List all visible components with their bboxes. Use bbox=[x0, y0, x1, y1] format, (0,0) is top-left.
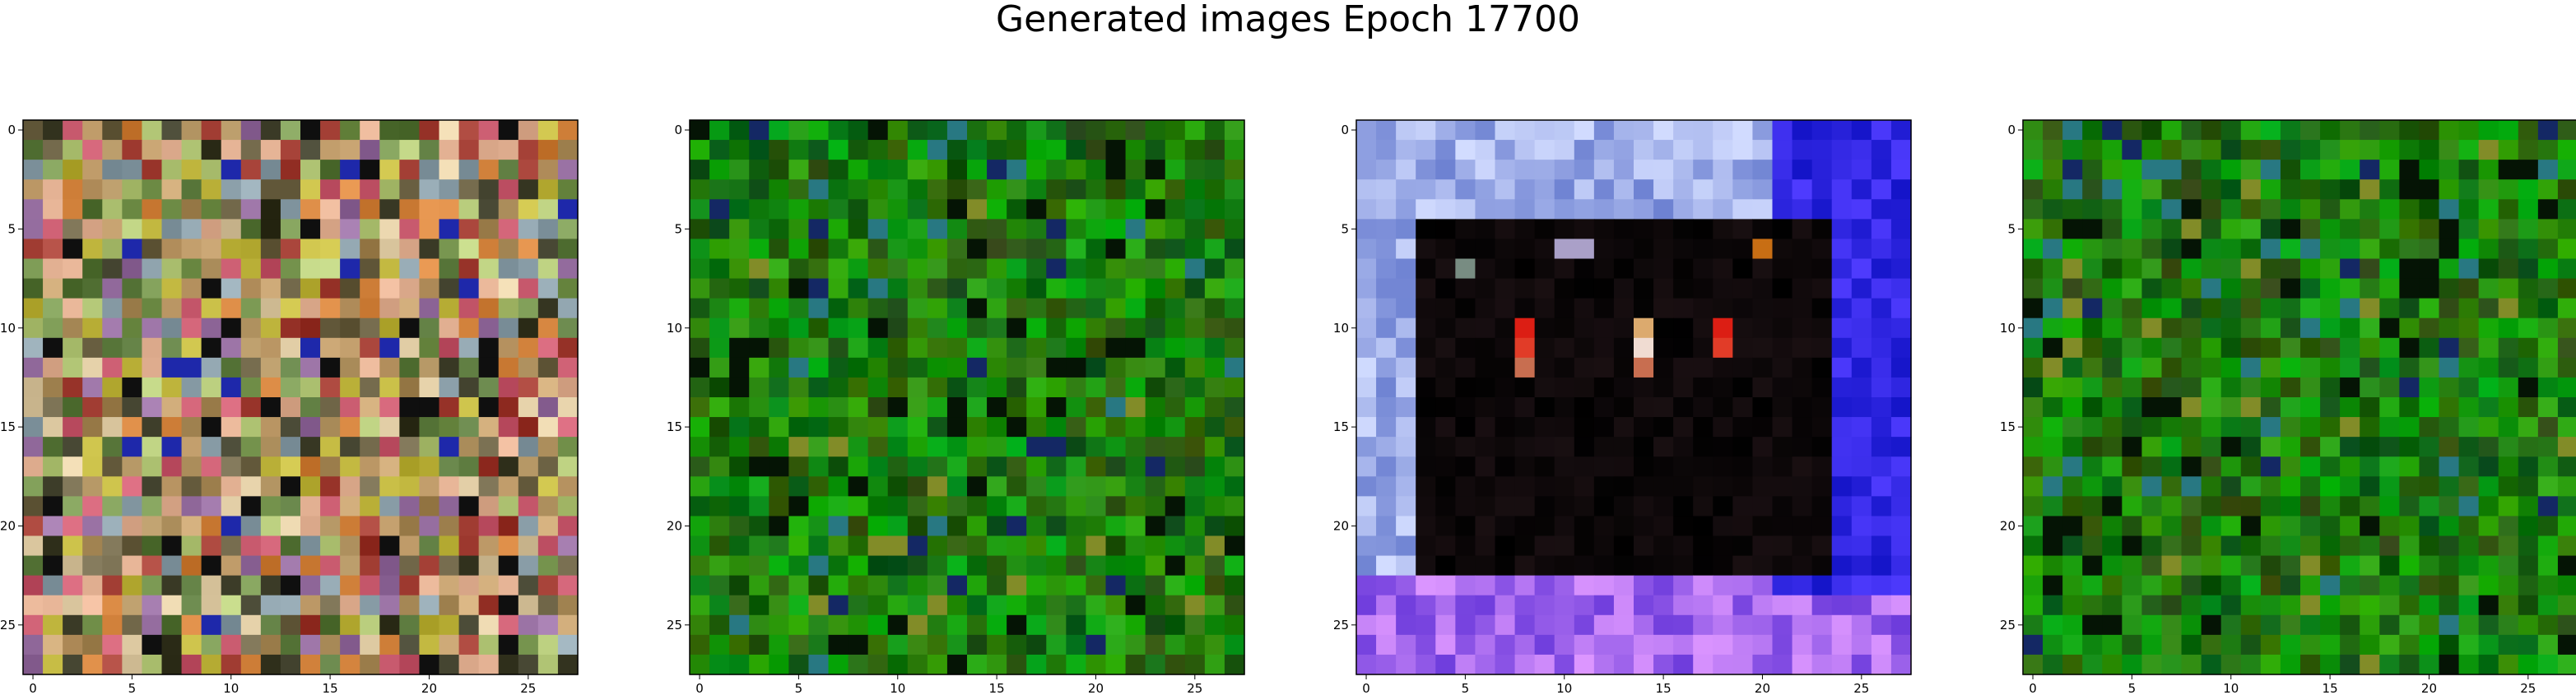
y-tick-label: 0 bbox=[1341, 123, 1349, 137]
y-tick-label: 0 bbox=[7, 123, 16, 137]
x-tick-label: 20 bbox=[1755, 681, 1770, 695]
y-tick-label: 5 bbox=[1341, 221, 1349, 236]
x-tick-label: 5 bbox=[2128, 681, 2137, 695]
y-tick-label: 10 bbox=[1333, 321, 1349, 336]
y-tick-label: 20 bbox=[0, 518, 16, 533]
pixel-grid bbox=[690, 120, 1245, 675]
y-tick-label: 10 bbox=[0, 321, 16, 336]
y-tick-label: 5 bbox=[674, 221, 682, 236]
x-tick-label: 10 bbox=[890, 681, 905, 695]
y-tick-label: 0 bbox=[2007, 123, 2016, 137]
x-tick-label: 10 bbox=[2223, 681, 2239, 695]
y-tick-label: 5 bbox=[7, 221, 16, 236]
y-tick-label: 25 bbox=[667, 618, 682, 632]
x-tick-label: 10 bbox=[223, 681, 239, 695]
x-tick-label: 15 bbox=[989, 681, 1005, 695]
x-tick-label: 25 bbox=[1187, 681, 1202, 695]
pixel-grid bbox=[2023, 120, 2576, 675]
generated-image-4: 0 5 10 15 20 25 0 5 10 15 20 25 bbox=[2000, 119, 2576, 695]
x-tick-label: 0 bbox=[2029, 681, 2037, 695]
x-tick-label: 20 bbox=[1088, 681, 1104, 695]
y-tick-label: 10 bbox=[667, 321, 682, 336]
x-tick-label: 0 bbox=[695, 681, 704, 695]
image-panel-3: 0 5 10 15 20 25 0 5 10 15 20 25 bbox=[1333, 0, 1912, 695]
y-tick-label: 15 bbox=[667, 419, 682, 434]
x-tick-label: 5 bbox=[795, 681, 803, 695]
image-frame bbox=[1355, 119, 1912, 675]
figure-title: Generated images Epoch 17700 bbox=[995, 0, 1581, 40]
y-tick-label: 0 bbox=[674, 123, 682, 137]
x-tick-label: 25 bbox=[520, 681, 536, 695]
image-panel-4: 0 5 10 15 20 25 0 5 10 15 20 25 bbox=[2000, 0, 2576, 695]
generated-image-2: 0 5 10 15 20 25 0 5 10 15 20 25 bbox=[667, 119, 1245, 695]
generated-image-3: 0 5 10 15 20 25 0 5 10 15 20 25 bbox=[1333, 119, 1912, 695]
x-tick-label: 20 bbox=[421, 681, 437, 695]
image-frame bbox=[22, 119, 579, 675]
image-frame bbox=[689, 119, 1245, 675]
x-tick-label: 25 bbox=[1853, 681, 1869, 695]
x-tick-label: 5 bbox=[128, 681, 137, 695]
x-tick-label: 15 bbox=[323, 681, 338, 695]
image-frame bbox=[2022, 119, 2576, 675]
x-tick-label: 15 bbox=[1656, 681, 1672, 695]
y-tick-label: 10 bbox=[2000, 321, 2016, 336]
x-tick-label: 0 bbox=[29, 681, 37, 695]
y-tick-label: 20 bbox=[667, 518, 682, 533]
y-tick-label: 20 bbox=[1333, 518, 1349, 533]
pixel-grid bbox=[23, 120, 579, 675]
x-tick-label: 10 bbox=[1556, 681, 1572, 695]
y-tick-label: 20 bbox=[2000, 518, 2016, 533]
y-tick-label: 25 bbox=[0, 618, 16, 632]
y-tick-label: 25 bbox=[2000, 618, 2016, 632]
pixel-grid bbox=[1356, 120, 1912, 675]
y-tick-label: 5 bbox=[2007, 221, 2016, 236]
y-tick-label: 15 bbox=[2000, 419, 2016, 434]
x-tick-label: 0 bbox=[1362, 681, 1370, 695]
generated-image-1: 0 5 10 15 20 25 0 5 10 15 20 25 bbox=[0, 119, 579, 695]
y-tick-label: 25 bbox=[1333, 618, 1349, 632]
x-tick-label: 25 bbox=[2520, 681, 2536, 695]
x-tick-label: 15 bbox=[2323, 681, 2338, 695]
y-tick-label: 15 bbox=[0, 419, 16, 434]
x-tick-label: 20 bbox=[2421, 681, 2437, 695]
y-tick-label: 15 bbox=[1333, 419, 1349, 434]
x-tick-label: 5 bbox=[1462, 681, 1470, 695]
image-panel-2: 0 5 10 15 20 25 0 5 10 15 20 25 bbox=[667, 0, 1245, 695]
image-panel-1: 0 5 10 15 20 25 0 5 10 15 20 25 bbox=[0, 0, 579, 695]
